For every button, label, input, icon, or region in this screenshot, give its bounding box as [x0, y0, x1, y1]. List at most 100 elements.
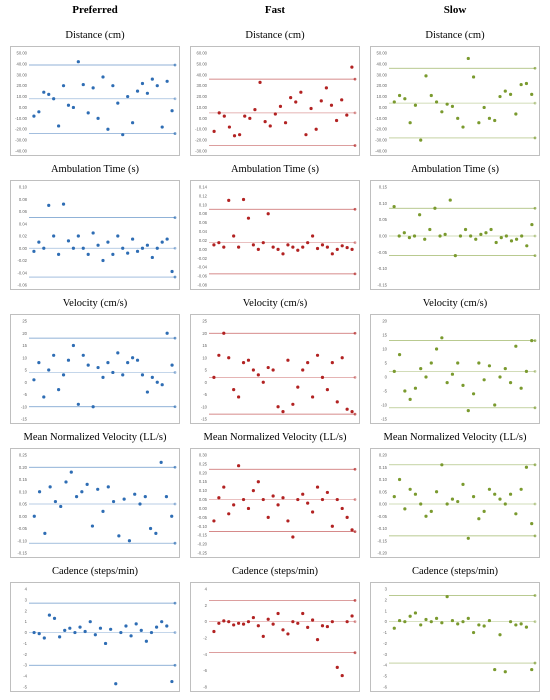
data-point — [134, 622, 138, 626]
data-point — [261, 497, 265, 502]
y-tick-label: 0.00 — [19, 105, 28, 110]
y-tick-label: -10.00 — [15, 116, 28, 121]
y-tick-label: 0.05 — [19, 502, 28, 507]
y-tick-label: 0.05 — [379, 489, 388, 494]
y-tick-label: -40.00 — [15, 149, 28, 154]
chart-title: Cadence (steps/min) — [411, 566, 498, 577]
data-point — [217, 111, 221, 115]
data-point — [88, 620, 92, 624]
y-tick-label: -0.20 — [197, 542, 207, 547]
scatter-panel-fast-1: 0.14 0.12 0.10 0.08 0.06 0.04 0.02 0.00 -0.02 -0.… — [190, 180, 360, 290]
data-point — [330, 252, 334, 256]
data-point — [281, 252, 285, 256]
data-point — [443, 232, 447, 236]
data-point — [456, 116, 460, 120]
y-tick-label: -15 — [201, 417, 208, 422]
data-point — [160, 240, 164, 244]
data-point — [246, 506, 251, 511]
y-tick-label: -10 — [201, 404, 208, 409]
data-point — [311, 395, 315, 399]
data-point — [52, 616, 57, 620]
data-point — [291, 535, 295, 539]
data-point — [438, 234, 442, 238]
data-point — [503, 670, 507, 674]
y-tick-label: -0.08 — [197, 283, 207, 288]
scatter-plot: 0.10 0.08 0.06 0.04 0.02 0.00 -0.02 -0.04 -0.06 — [17, 185, 177, 288]
data-point — [306, 241, 310, 245]
data-point — [116, 101, 120, 105]
data-point — [340, 673, 344, 678]
data-point — [445, 102, 449, 106]
y-tick-label: 3 — [25, 597, 28, 602]
data-point — [256, 247, 260, 251]
scatter-panel-slow-1: 0.15 0.10 0.05 0.00 -0.05 -0.10 -0.15 — [370, 180, 540, 290]
data-point — [237, 464, 241, 468]
data-point — [232, 134, 237, 138]
y-tick-label: 0.14 — [199, 185, 208, 190]
scatter-plot: 20 15 10 5 0 -5 -10 -15 — [381, 319, 537, 422]
data-point — [413, 492, 418, 496]
mean-difference-line-marker — [533, 370, 537, 373]
upper-loa-line-marker — [533, 66, 537, 70]
data-point — [489, 227, 493, 232]
data-point — [453, 254, 457, 258]
data-point — [266, 515, 270, 519]
data-point — [413, 386, 418, 390]
upper-loa-line-marker — [533, 206, 537, 210]
data-point — [222, 114, 226, 118]
scatter-plot: 25 20 15 10 5 0 -5 -10 -15 — [21, 319, 177, 422]
chart-title: Distance (cm) — [425, 30, 485, 41]
data-point — [47, 92, 51, 96]
data-point — [131, 237, 135, 241]
data-point — [101, 258, 105, 263]
data-point — [301, 611, 305, 616]
data-point — [91, 231, 95, 235]
data-point — [419, 623, 423, 627]
data-point — [450, 618, 455, 623]
data-point — [81, 82, 85, 87]
y-tick-label: 0.08 — [199, 211, 208, 216]
data-point — [299, 90, 303, 94]
data-point — [111, 252, 115, 256]
data-point — [392, 626, 396, 630]
upper-loa-line-marker — [353, 207, 357, 211]
data-point — [133, 492, 137, 496]
data-point — [144, 639, 148, 643]
data-point — [135, 358, 140, 362]
data-point — [106, 485, 110, 489]
data-point — [503, 502, 507, 506]
data-point — [170, 269, 174, 274]
data-point — [119, 630, 123, 635]
data-point — [508, 381, 513, 385]
data-point — [140, 373, 145, 377]
data-point — [80, 490, 84, 494]
data-point — [477, 517, 481, 521]
data-point — [126, 94, 130, 99]
data-point — [419, 502, 423, 506]
data-point — [106, 127, 110, 131]
y-tick-label: 0.25 — [199, 461, 208, 466]
y-tick-label: 0.02 — [199, 238, 208, 243]
data-point — [345, 620, 349, 624]
data-point — [450, 497, 455, 501]
data-point — [469, 234, 473, 238]
data-point — [98, 626, 103, 630]
data-point — [335, 247, 339, 251]
data-point — [124, 624, 128, 628]
y-tick-label: 10 — [202, 355, 207, 360]
mean-difference-line-marker — [173, 371, 177, 374]
data-point — [524, 625, 529, 629]
data-point — [440, 110, 444, 114]
data-point — [52, 353, 56, 357]
data-point — [58, 635, 62, 639]
data-point — [165, 624, 169, 628]
mean-difference-line-marker — [173, 631, 177, 634]
data-point — [232, 388, 236, 392]
data-point — [458, 234, 463, 238]
data-point — [493, 118, 497, 123]
data-point — [397, 477, 402, 482]
data-point — [403, 97, 407, 101]
data-point — [519, 622, 523, 626]
y-tick-label: 0.00 — [379, 234, 388, 239]
y-tick-label: 0.00 — [199, 506, 208, 511]
